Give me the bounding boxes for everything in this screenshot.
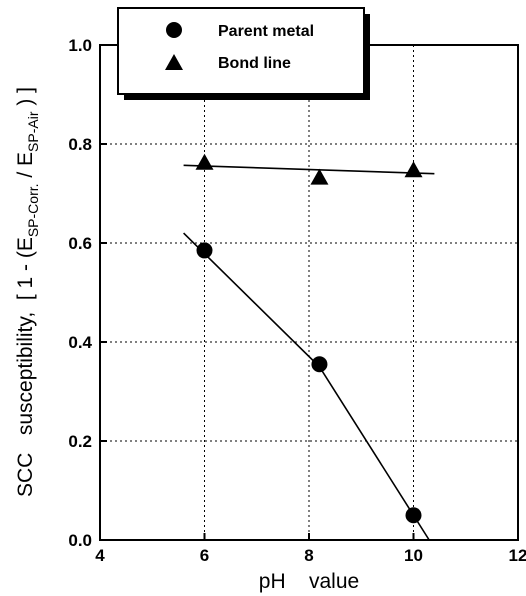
y-axis-title-sub2: SP-Air bbox=[25, 111, 41, 152]
x-axis-title: pH value bbox=[259, 570, 359, 593]
data-point-parent-metal bbox=[405, 507, 422, 524]
y-axis-title-suffix: ) ] bbox=[14, 87, 37, 112]
legend-circle-marker bbox=[166, 22, 182, 38]
data-point-parent-metal bbox=[311, 356, 328, 373]
data-point-parent-metal bbox=[196, 242, 213, 259]
legend: Parent metal Bond line bbox=[117, 7, 370, 100]
x-tick-label: 10 bbox=[404, 546, 423, 565]
legend-triangle-marker bbox=[165, 54, 183, 70]
y-axis-title: SCC susceptibility, [ 1 - (ESP-Corr. / E… bbox=[14, 87, 41, 497]
x-tick-label: 12 bbox=[509, 546, 526, 565]
data-markers bbox=[195, 153, 423, 524]
y-tick-label: 0.8 bbox=[68, 135, 92, 154]
y-tick-label: 0.2 bbox=[68, 432, 92, 451]
fit-line-parent-metal bbox=[183, 232, 430, 541]
grid-lines bbox=[100, 45, 518, 540]
x-tick-label: 8 bbox=[304, 546, 313, 565]
y-tick-label: 0.0 bbox=[68, 531, 92, 550]
y-tick-label: 1.0 bbox=[68, 36, 92, 55]
x-tick-label: 4 bbox=[95, 546, 105, 565]
legend-label-bond-line: Bond line bbox=[218, 55, 291, 72]
data-point-bond-line bbox=[195, 153, 214, 170]
y-axis-title-sub1: SP-Corr. bbox=[25, 183, 41, 237]
axis-ticks: 4 6 8 10 12 0.0 0.2 0.4 0.6 0.8 1.0 bbox=[68, 36, 526, 565]
y-tick-label: 0.4 bbox=[68, 333, 92, 352]
y-axis-title-mid: / E bbox=[14, 152, 37, 184]
legend-label-parent-metal: Parent metal bbox=[218, 23, 314, 40]
x-tick-label: 6 bbox=[200, 546, 209, 565]
data-point-bond-line bbox=[404, 161, 423, 178]
y-tick-label: 0.6 bbox=[68, 234, 92, 253]
fit-line-bond-line bbox=[183, 164, 435, 175]
y-axis-title-prefix: SCC susceptibility, [ 1 - (E bbox=[14, 237, 37, 497]
legend-box bbox=[117, 7, 365, 95]
data-point-bond-line bbox=[310, 168, 329, 185]
